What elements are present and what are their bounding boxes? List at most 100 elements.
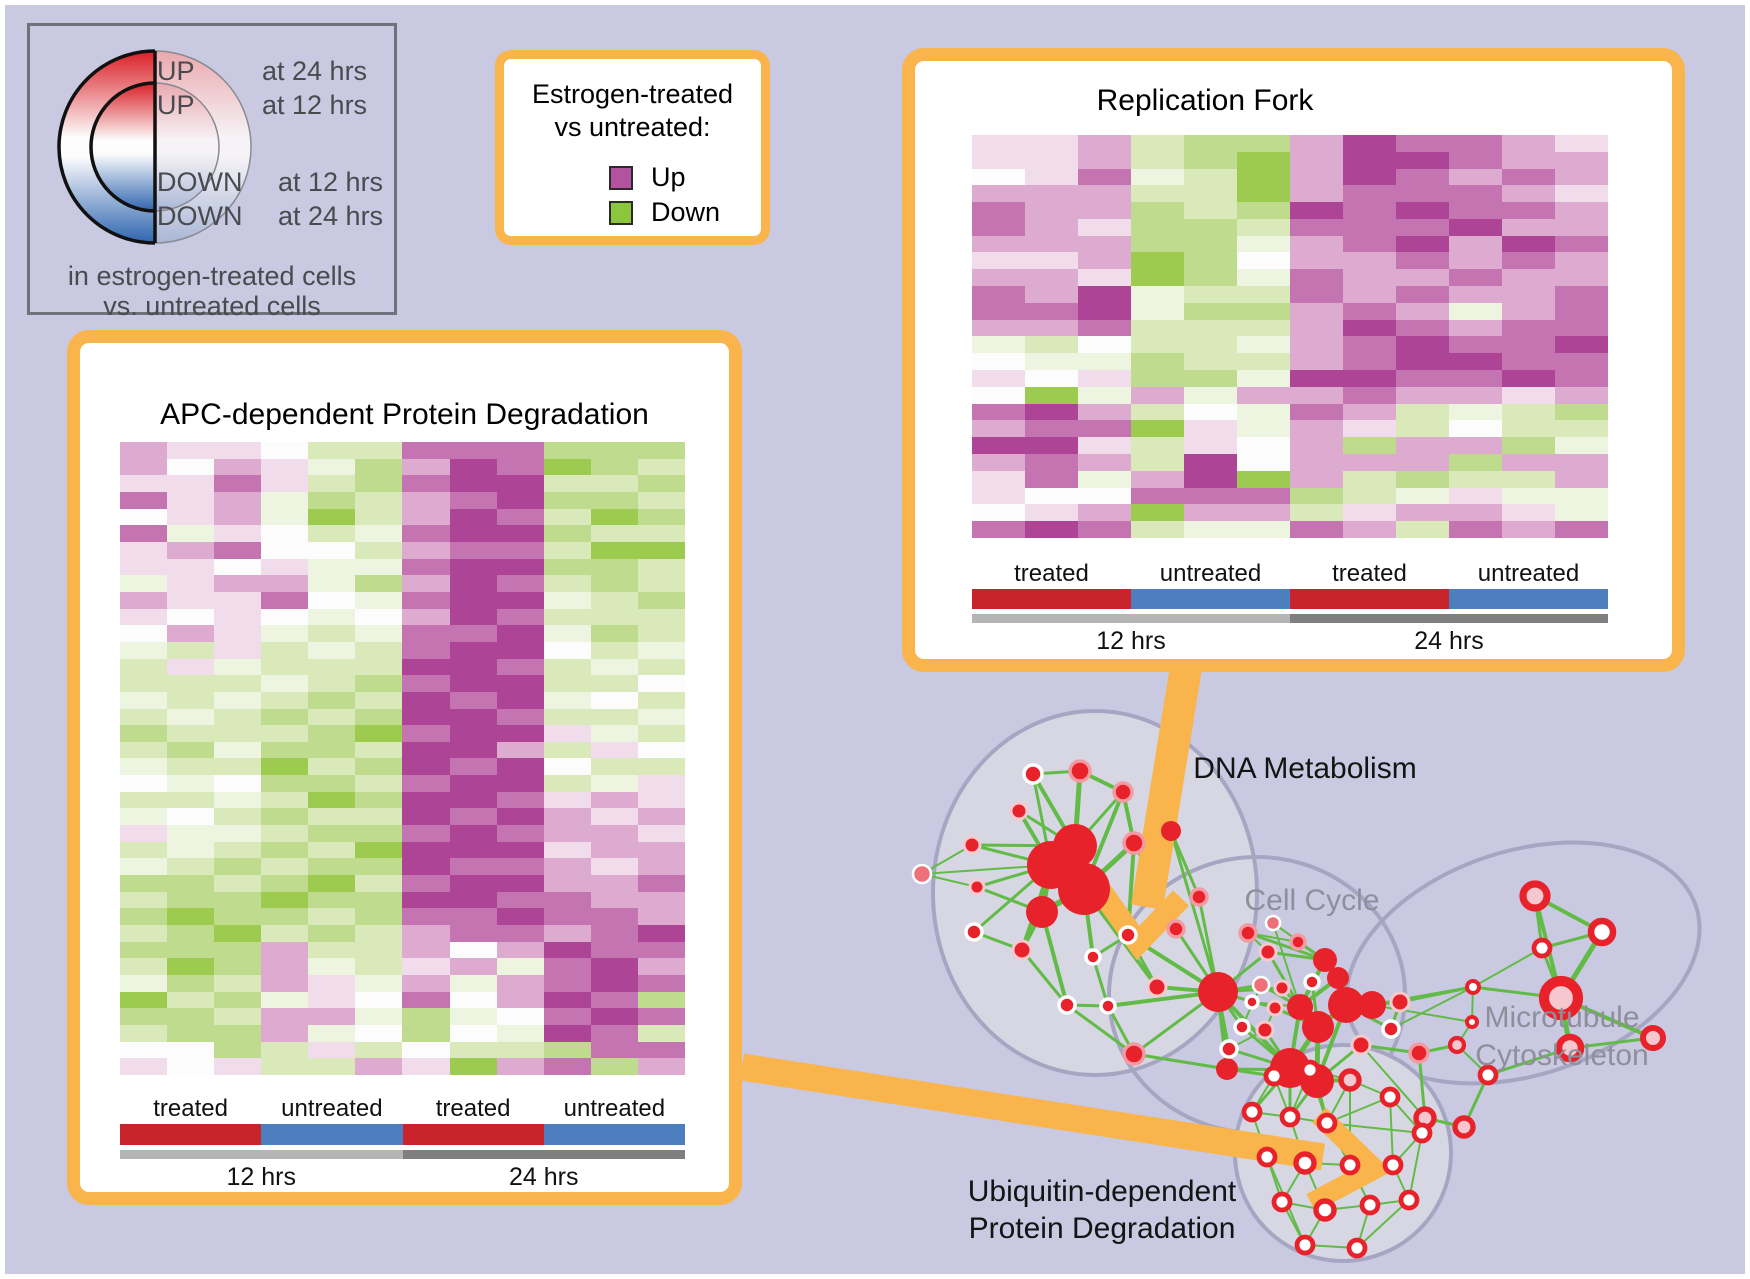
heatmap-cell xyxy=(167,508,215,526)
apc-group-label-untreated-24: untreated xyxy=(563,1095,666,1122)
network-node xyxy=(1519,880,1551,912)
heatmap-cell xyxy=(261,691,309,709)
heatmap-cell xyxy=(1131,135,1184,152)
network-node xyxy=(1465,979,1481,995)
heatmap-cell xyxy=(637,508,685,526)
heatmap-cell xyxy=(496,1024,544,1042)
heatmap-cell xyxy=(637,525,685,542)
heatmap-cell xyxy=(590,1008,638,1025)
heatmap-cell xyxy=(637,475,685,492)
heatmap-cell xyxy=(972,437,1025,455)
heatmap-cell xyxy=(1025,302,1078,320)
heatmap-cell xyxy=(543,775,591,792)
heatmap-cell xyxy=(590,975,638,992)
heatmap-cell xyxy=(590,442,638,459)
network-node xyxy=(1302,1011,1334,1043)
heatmap-cell xyxy=(496,525,544,542)
network-node xyxy=(1009,801,1029,821)
estrogen-key-title-line2: vs untreated: xyxy=(554,112,711,142)
heatmap-cell xyxy=(1237,487,1290,505)
24hrs-bar xyxy=(402,1150,685,1159)
heatmap-cell xyxy=(543,991,591,1009)
heatmap-cell xyxy=(1449,336,1502,354)
heatmap-cell xyxy=(1025,487,1078,505)
ring-key-down-24-dir: DOWN xyxy=(157,201,243,231)
heatmap-cell xyxy=(355,525,403,542)
network-node xyxy=(1256,1146,1278,1168)
heatmap-cell xyxy=(1396,319,1449,337)
heatmap-cell xyxy=(1290,269,1343,287)
heatmap-cell xyxy=(1290,470,1343,488)
heatmap-cell xyxy=(543,808,591,826)
heatmap-cell xyxy=(1502,252,1555,270)
heatmap-cell xyxy=(120,725,168,742)
heatmap-cell xyxy=(214,758,262,776)
heatmap-cell xyxy=(1025,454,1078,471)
heatmap-cell xyxy=(1078,319,1131,337)
apc-heatmap xyxy=(120,442,685,1075)
heatmap-cell xyxy=(496,791,544,809)
heatmap-cell xyxy=(355,725,403,742)
heatmap-cell xyxy=(1343,151,1396,169)
network-node xyxy=(1447,1035,1467,1055)
heatmap-cell xyxy=(308,691,356,709)
heatmap-cell xyxy=(1025,202,1078,219)
heatmap-cell xyxy=(1290,252,1343,270)
heatmap-cell xyxy=(1131,319,1184,337)
heatmap-cell xyxy=(496,491,544,509)
treated-bar xyxy=(1290,589,1449,609)
heatmap-cell xyxy=(214,891,262,909)
network-node xyxy=(1389,991,1411,1013)
heatmap-cell xyxy=(1343,521,1396,538)
heatmap-cell xyxy=(1396,403,1449,421)
heatmap-cell xyxy=(449,591,497,609)
heatmap-cell xyxy=(1290,168,1343,186)
heatmap-cell xyxy=(496,442,544,459)
heatmap-cell xyxy=(1555,403,1608,421)
heatmap-cell xyxy=(449,941,497,959)
heatmap-cell xyxy=(355,791,403,809)
heatmap-cell xyxy=(355,841,403,859)
heatmap-cell xyxy=(1184,336,1237,354)
heatmap-cell xyxy=(402,941,450,959)
heatmap-cell xyxy=(120,525,168,542)
heatmap-cell xyxy=(214,541,262,559)
heatmap-cell xyxy=(355,1024,403,1042)
heatmap-cell xyxy=(167,858,215,876)
heatmap-cell xyxy=(402,442,450,459)
heatmap-cell xyxy=(402,741,450,759)
network-node xyxy=(1299,1059,1321,1081)
heatmap-cell xyxy=(543,1008,591,1025)
heatmap-cell xyxy=(167,541,215,559)
network-node xyxy=(1099,997,1117,1015)
heatmap-cell xyxy=(1343,252,1396,270)
heatmap-cell xyxy=(308,625,356,642)
heatmap-cell xyxy=(308,791,356,809)
heatmap-cell xyxy=(1184,521,1237,538)
heatmap-cell xyxy=(543,458,591,476)
heatmap-cell xyxy=(1131,252,1184,270)
heatmap-cell xyxy=(214,791,262,809)
ring-key-caption-line1: in estrogen-treated cells xyxy=(67,261,357,291)
heatmap-cell xyxy=(1502,454,1555,471)
heatmap-cell xyxy=(261,791,309,809)
heatmap-cell xyxy=(449,1024,497,1042)
heatmap-cell xyxy=(214,741,262,759)
heatmap-cell xyxy=(1555,420,1608,438)
heatmap-cell xyxy=(496,991,544,1009)
heatmap-cell xyxy=(1555,286,1608,303)
heatmap-cell xyxy=(167,641,215,659)
heatmap-cell xyxy=(214,625,262,642)
heatmap-cell xyxy=(1449,252,1502,270)
heatmap-cell xyxy=(1078,218,1131,236)
heatmap-cell xyxy=(496,575,544,592)
network-node xyxy=(1379,1086,1401,1108)
heatmap-cell xyxy=(261,625,309,642)
network-edge xyxy=(1133,1052,1228,1071)
heatmap-cell xyxy=(972,420,1025,438)
heatmap-cell xyxy=(449,608,497,626)
heatmap-cell xyxy=(1449,269,1502,287)
heatmap-cell xyxy=(449,841,497,859)
heatmap-cell xyxy=(590,475,638,492)
heatmap-cell xyxy=(167,1008,215,1025)
